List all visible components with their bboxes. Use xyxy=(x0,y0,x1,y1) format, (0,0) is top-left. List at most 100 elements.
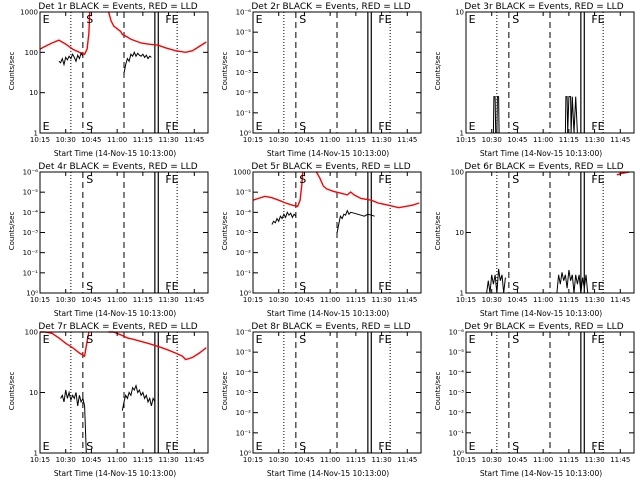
panel-title: Det 9r BLACK = Events, RED = LLD xyxy=(464,322,623,332)
y-axis-label: Counts/sec xyxy=(221,52,229,91)
y-axis-label: Counts/sec xyxy=(8,372,16,411)
det9r-panel: Det 9r BLACK = Events, RED = LLD Counts/… xyxy=(426,320,639,480)
panel-title: Det 8r BLACK = Events, RED = LLD xyxy=(251,322,410,332)
det6r-panel: Det 6r BLACK = Events, RED = LLD Counts/… xyxy=(426,160,639,320)
y-axis-label: Counts/sec xyxy=(434,52,442,91)
x-tick-label: 11:30 xyxy=(584,136,604,144)
y-tick-label: 10⁰ xyxy=(452,450,464,458)
x-tick-label: 10:45 xyxy=(507,456,527,464)
x-tick-label: 10:30 xyxy=(482,136,502,144)
y-tick-label: 10⁻⁶ xyxy=(23,169,39,177)
x-tick-label: 10:15 xyxy=(243,456,263,464)
x-tick-label: 11:15 xyxy=(559,456,579,464)
plot-frame xyxy=(39,11,209,134)
events-series-line xyxy=(486,268,506,294)
event-marker-label: FE xyxy=(165,440,178,453)
panel-title: Det 7r BLACK = Events, RED = LLD xyxy=(38,322,197,332)
events-series-line xyxy=(336,209,375,234)
y-tick-label: 10⁰ xyxy=(239,290,251,298)
y-tick-label: 1000 xyxy=(20,9,38,17)
x-tick-label: 11:30 xyxy=(371,136,391,144)
det3r-chart: Det 3r BLACK = Events, RED = LLD Counts/… xyxy=(434,2,635,158)
det8r-panel: Det 8r BLACK = Events, RED = LLD Counts/… xyxy=(213,320,426,480)
event-marker-label: S xyxy=(299,333,306,346)
x-tick-label: 11:30 xyxy=(158,456,178,464)
event-marker-label: FE xyxy=(165,120,178,133)
panel-title: Det 1r BLACK = Events, RED = LLD xyxy=(38,2,197,12)
events-series-line xyxy=(271,211,297,225)
y-tick-label: 10⁻¹ xyxy=(236,429,252,437)
y-tick-label: 10⁻¹ xyxy=(23,269,39,277)
x-tick-label: 10:15 xyxy=(243,296,263,304)
event-marker-label: S xyxy=(299,13,306,26)
event-marker-label: FE xyxy=(378,440,391,453)
event-marker-label: FE xyxy=(378,280,391,293)
x-axis-label: Start Time (14-Nov-15 10:13:00) xyxy=(267,149,389,158)
y-tick-label: 10⁻³ xyxy=(449,389,465,397)
event-marker-label: S xyxy=(86,440,93,453)
x-tick-label: 11:45 xyxy=(397,296,417,304)
event-marker-label: FE xyxy=(591,280,604,293)
lld-series-line xyxy=(39,11,91,56)
det5r-chart: Det 5r BLACK = Events, RED = LLD Counts/… xyxy=(221,162,422,318)
x-tick-label: 10:15 xyxy=(456,136,476,144)
x-tick-label: 11:45 xyxy=(184,296,204,304)
y-tick-label: 10 xyxy=(455,9,464,17)
det1r-chart: Det 1r BLACK = Events, RED = LLD Counts/… xyxy=(8,2,209,158)
x-tick-label: 10:30 xyxy=(269,456,289,464)
x-tick-label: 10:30 xyxy=(482,296,502,304)
y-tick-label: 10⁰ xyxy=(26,290,38,298)
event-marker-label: S xyxy=(512,13,519,26)
y-tick-label: 10⁻⁵ xyxy=(236,29,252,37)
event-marker-label: E xyxy=(256,440,263,453)
lld-series-line xyxy=(107,11,207,54)
x-axis-label: Start Time (14-Nov-15 10:13:00) xyxy=(480,149,602,158)
x-axis-label: Start Time (14-Nov-15 10:13:00) xyxy=(480,469,602,478)
event-marker-label: S xyxy=(512,120,519,133)
event-marker-label: FE xyxy=(378,13,391,26)
event-marker-label: S xyxy=(512,333,519,346)
x-tick-label: 11:00 xyxy=(320,136,340,144)
x-tick-label: 10:15 xyxy=(456,296,476,304)
event-marker-label: S xyxy=(86,333,93,346)
x-axis-label: Start Time (14-Nov-15 10:13:00) xyxy=(267,469,389,478)
event-marker-label: S xyxy=(299,440,306,453)
x-tick-label: 10:45 xyxy=(507,136,527,144)
x-tick-label: 11:15 xyxy=(559,296,579,304)
x-tick-label: 10:45 xyxy=(294,456,314,464)
x-tick-label: 11:00 xyxy=(533,296,553,304)
lld-series-line xyxy=(252,171,304,208)
y-tick-label: 10⁻⁶ xyxy=(236,329,252,337)
event-marker-label: FE xyxy=(165,333,178,346)
event-marker-label: S xyxy=(512,440,519,453)
event-marker-label: FE xyxy=(591,173,604,186)
events-series-line xyxy=(556,269,589,294)
x-tick-label: 11:00 xyxy=(107,456,127,464)
x-tick-label: 11:15 xyxy=(346,296,366,304)
y-tick-label: 1 xyxy=(460,130,464,138)
x-tick-label: 10:15 xyxy=(30,456,50,464)
event-marker-label: E xyxy=(469,333,476,346)
x-tick-label: 10:30 xyxy=(56,136,76,144)
x-tick-label: 11:00 xyxy=(320,296,340,304)
y-tick-label: 10⁻³ xyxy=(236,389,252,397)
x-tick-label: 11:15 xyxy=(133,456,153,464)
event-marker-label: FE xyxy=(591,120,604,133)
y-tick-label: 100 xyxy=(25,329,38,337)
x-tick-label: 10:15 xyxy=(30,136,50,144)
x-axis-label: Start Time (14-Nov-15 10:13:00) xyxy=(54,469,176,478)
y-tick-label: 10⁻⁴ xyxy=(236,209,252,217)
x-tick-label: 11:15 xyxy=(133,296,153,304)
x-tick-label: 11:00 xyxy=(533,136,553,144)
events-series-line xyxy=(563,96,578,134)
det4r-chart: Det 4r BLACK = Events, RED = LLD Counts/… xyxy=(8,162,209,318)
det7r-chart: Det 7r BLACK = Events, RED = LLD Counts/… xyxy=(8,322,209,478)
x-tick-label: 11:45 xyxy=(184,136,204,144)
x-tick-label: 10:30 xyxy=(482,456,502,464)
det4r-panel: Det 4r BLACK = Events, RED = LLD Counts/… xyxy=(0,160,213,320)
y-tick-label: 10 xyxy=(29,89,38,97)
event-marker-label: S xyxy=(299,120,306,133)
y-tick-label: 10⁻⁶ xyxy=(449,329,465,337)
event-marker-label: FE xyxy=(591,440,604,453)
